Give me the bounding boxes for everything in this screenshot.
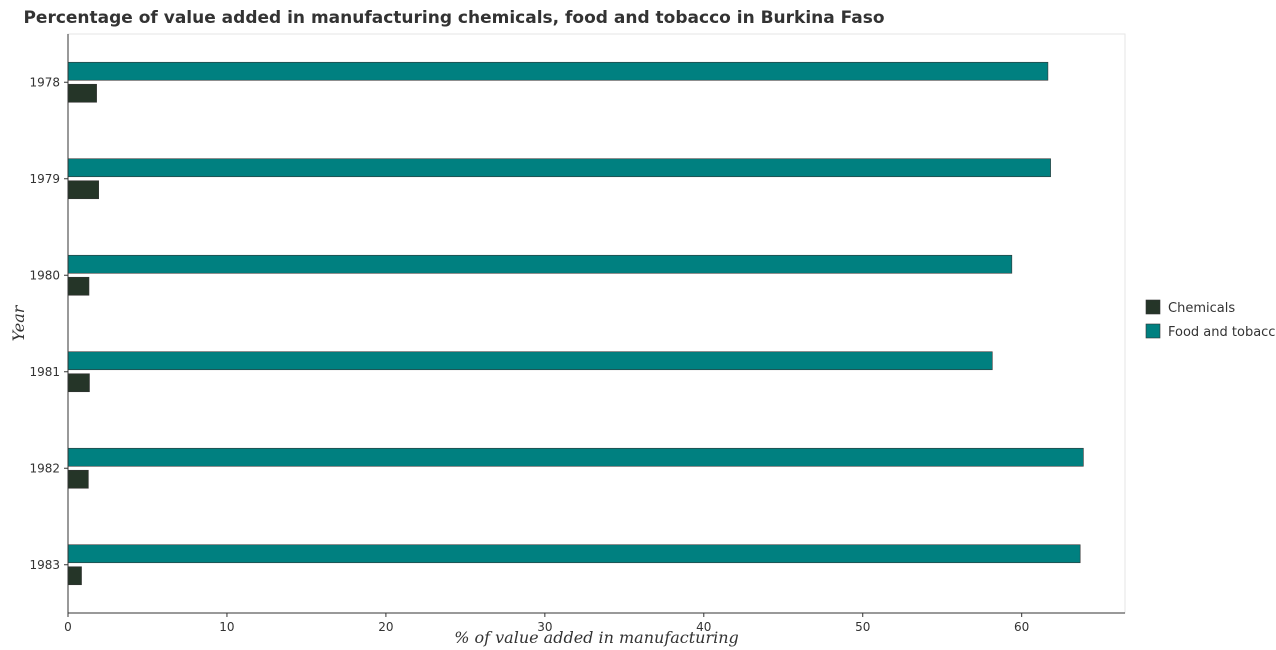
bar-chemicals-1980	[67, 276, 90, 296]
x-tick-label: 0	[64, 620, 72, 634]
x-tick-label: 10	[219, 620, 234, 634]
y-tick-label: 1980	[29, 268, 60, 282]
x-axis: 0 10 20 30 40 50 60	[64, 612, 1125, 634]
chart-title: Percentage of value added in manufacturi…	[23, 8, 885, 28]
bar-food-and-tobacco-1982	[67, 447, 1084, 467]
y-tick-label: 1982	[29, 461, 60, 475]
bar-food-and-tobacco-1978	[67, 61, 1049, 81]
x-tick-label: 40	[696, 620, 711, 634]
x-tick-label: 60	[1014, 620, 1029, 634]
legend-swatch-food-and-tobacco	[1145, 323, 1161, 339]
y-axis: 1978 1979 1980 1981 1982 1983	[29, 34, 69, 613]
x-tick-label: 20	[378, 620, 393, 634]
legend: Chemicals Food and tobacco	[1145, 299, 1276, 340]
bar-chemicals-1979	[67, 180, 99, 200]
y-axis-title: Year	[9, 304, 28, 341]
x-tick-label: 50	[855, 620, 870, 634]
bar-food-and-tobacco-1980	[67, 254, 1013, 274]
legend-label-food-and-tobacco: Food and tobacco	[1168, 325, 1276, 340]
x-tick-label: 30	[537, 620, 552, 634]
bar-chemicals-1983	[67, 566, 82, 586]
y-tick-label: 1979	[29, 172, 60, 186]
plot-area	[67, 33, 1126, 614]
bar-chemicals-1982	[67, 469, 89, 489]
y-tick-label: 1981	[29, 365, 60, 379]
plot-border	[67, 33, 1126, 614]
legend-swatch-chemicals	[1145, 299, 1161, 315]
legend-label-chemicals: Chemicals	[1168, 301, 1235, 316]
bar-food-and-tobacco-1983	[67, 544, 1081, 564]
y-tick-label: 1978	[29, 75, 60, 89]
bar-chemicals-1978	[67, 83, 97, 103]
bar-chemicals-1981	[67, 373, 90, 393]
bar-food-and-tobacco-1979	[67, 158, 1051, 178]
bar-food-and-tobacco-1981	[67, 351, 993, 371]
y-tick-label: 1983	[29, 558, 60, 572]
x-axis-title: % of value added in manufacturing	[454, 628, 739, 647]
